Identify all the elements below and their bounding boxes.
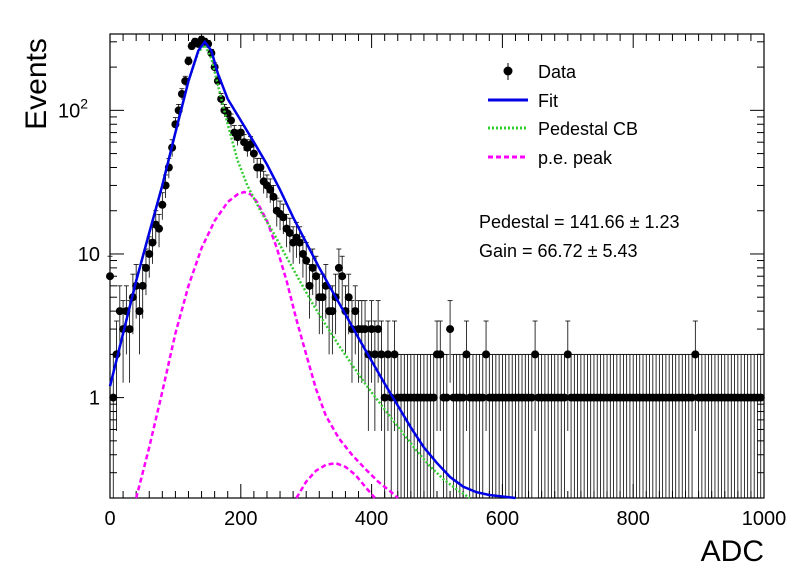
data-point (148, 238, 157, 247)
y-tick-label: 10 (78, 244, 100, 266)
y-tick-label: 1 (89, 388, 100, 410)
tick-labels: 0 200 400 600 800 1000 1 10 102 (58, 95, 786, 530)
data-point (158, 200, 167, 209)
fit-curves (108, 39, 516, 500)
data-point (184, 57, 193, 66)
data-point (256, 163, 265, 172)
legend-label-data: Data (538, 62, 577, 82)
data-point (351, 307, 360, 316)
pedestal-cb-curve (108, 42, 471, 500)
data-point (380, 393, 389, 402)
data-point (691, 350, 700, 359)
legend-label-pe-peak: p.e. peak (538, 148, 613, 168)
data-point (338, 272, 347, 281)
data-point (560, 393, 569, 402)
data-point (236, 128, 245, 137)
x-tick-label: 1000 (742, 508, 787, 530)
data-point (106, 272, 114, 281)
data-point (135, 307, 144, 316)
data-point (482, 350, 491, 359)
data-point (266, 185, 275, 194)
x-tick-label: 400 (355, 508, 388, 530)
data-point (390, 350, 399, 359)
legend-item-fit: Fit (488, 91, 558, 111)
legend-item-data: Data (503, 62, 577, 82)
data-point (334, 263, 343, 272)
data-point (459, 393, 468, 402)
x-axis-title: ADC (701, 535, 764, 568)
data-point (155, 224, 164, 233)
x-tick-label: 0 (104, 508, 115, 530)
legend-item-pedestal-cb: Pedestal CB (488, 119, 638, 139)
data-point (295, 238, 304, 247)
data-point (328, 307, 337, 316)
fit-curve (108, 39, 516, 500)
data-point (138, 281, 147, 290)
pedestal-annotation: Pedestal = 141.66 ± 1.23 (479, 212, 680, 232)
legend: Data Fit Pedestal CB p.e. peak (488, 62, 638, 168)
data-point (269, 192, 278, 201)
data-point (344, 293, 353, 302)
data-point (446, 325, 455, 334)
pe-peak-curve (295, 461, 376, 499)
data-point (308, 263, 317, 272)
data-point (125, 325, 134, 334)
data-point (462, 350, 471, 359)
data-points (106, 35, 765, 498)
legend-label-pedestal-cb: Pedestal CB (538, 119, 638, 139)
data-point (563, 350, 572, 359)
data-point (367, 325, 376, 334)
data-point (312, 272, 321, 281)
gain-annotation: Gain = 66.72 ± 5.43 (479, 241, 638, 261)
data-point (370, 350, 379, 359)
data-point (115, 307, 124, 316)
data-point (442, 393, 451, 402)
data-point (318, 293, 327, 302)
data-point (109, 393, 118, 402)
data-point (688, 393, 697, 402)
data-point (302, 256, 311, 265)
y-axis-title: Events (20, 38, 53, 130)
data-point (527, 393, 536, 402)
x-tick-label: 800 (617, 508, 650, 530)
legend-label-fit: Fit (538, 91, 558, 111)
data-point (377, 350, 386, 359)
x-tick-label: 600 (486, 508, 519, 530)
pe-peak-curve (134, 190, 399, 499)
data-point (361, 325, 370, 334)
x-tick-label: 200 (224, 508, 257, 530)
y-tick-label: 102 (58, 95, 88, 122)
data-point (436, 350, 445, 359)
data-point (305, 281, 314, 290)
data-point (145, 249, 154, 258)
legend-item-pe-peak: p.e. peak (488, 148, 613, 168)
data-point (226, 116, 235, 125)
data-point (298, 249, 307, 258)
data-point (374, 325, 383, 334)
data-point (478, 393, 487, 402)
data-point (249, 149, 258, 158)
data-point (279, 213, 288, 222)
data-point (429, 393, 438, 402)
data-point (285, 228, 294, 237)
data-point (383, 350, 392, 359)
data-point (531, 350, 540, 359)
data-point (756, 393, 765, 402)
data-point (141, 263, 150, 272)
